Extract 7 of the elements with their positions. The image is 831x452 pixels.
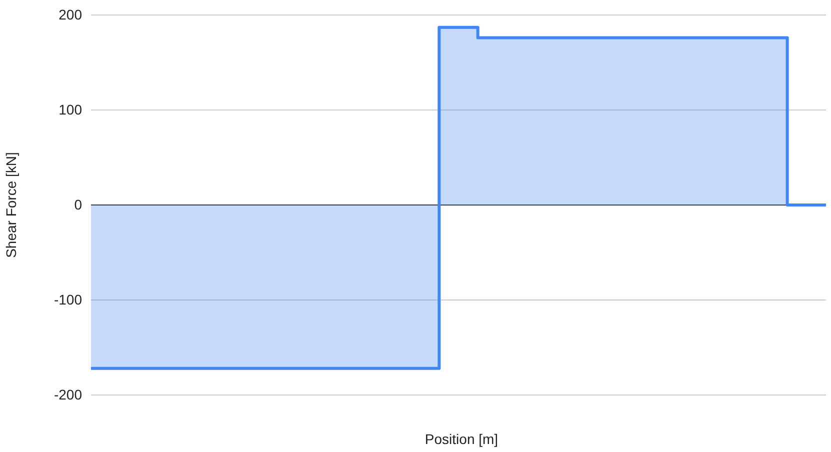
x-axis-title: Position [m] [424, 431, 498, 447]
y-tick-label: 200 [58, 6, 82, 22]
y-axis-title: Shear Force [kN] [3, 152, 19, 258]
y-tick-label: 100 [58, 101, 82, 118]
y-tick-label: -200 [54, 386, 82, 402]
y-tick-label: -100 [54, 291, 82, 308]
y-tick-label: 0 [74, 196, 82, 212]
